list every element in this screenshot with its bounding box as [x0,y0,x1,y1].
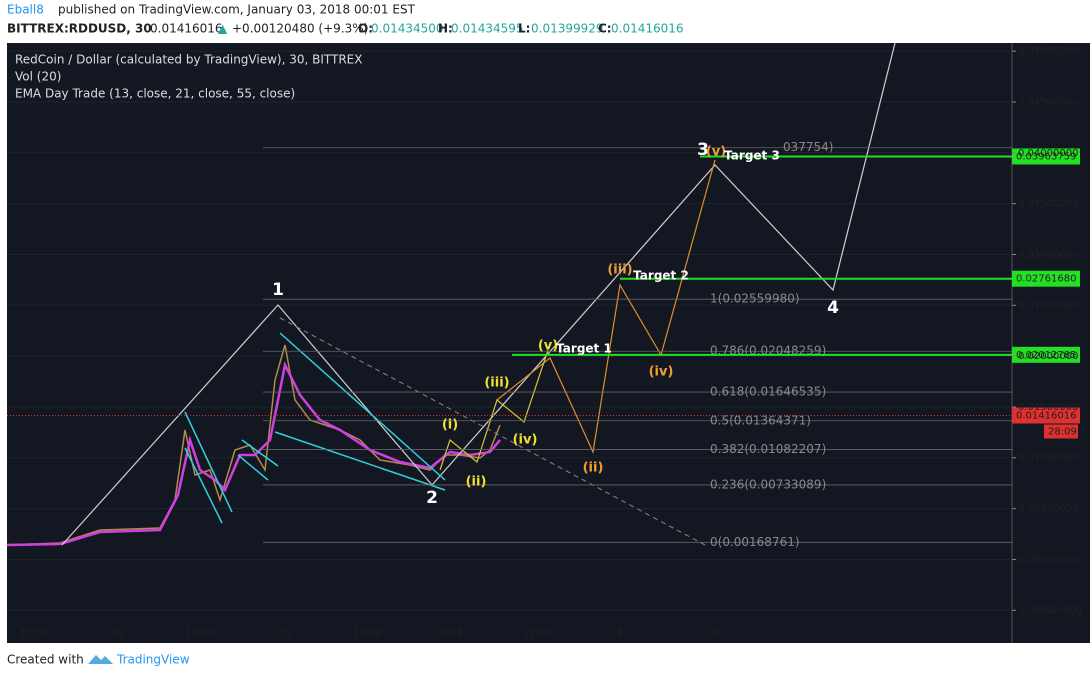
y-tick-label: 0.05000000 [1018,46,1078,57]
wave-label: Target 3 [724,149,780,163]
current-tag [1012,407,1080,424]
arrow: ▲ [218,22,228,36]
wave-orange [496,159,716,455]
y-tick-label: 0.00500000 [1018,504,1078,515]
y-tick-label: 0.03000000 [1018,249,1078,260]
wave-label: (ii) [466,475,487,490]
wave-label: (v) [706,145,726,160]
ema-line [6,361,501,547]
ohlc-value: 0.01416016 [611,22,684,36]
ohlc-key: O: [358,22,373,36]
price-axis [1012,43,1090,623]
ohlc-key: H: [438,22,453,36]
ohlc-value: 0.01399929 [531,22,604,36]
wave-label: 2 [426,488,438,508]
logo [88,655,113,664]
wave-label: (iv) [649,365,674,380]
plot [6,42,1012,611]
target-tag [1012,270,1080,287]
target-value: 0.03963759 [1016,151,1076,162]
wedges [184,332,446,524]
x-tick-label: 12:00 [353,628,382,639]
target-tag [1012,148,1080,165]
wave-label: Target 1 [556,342,612,356]
time-axis [7,623,1090,643]
x-tick-label: 12:00 [20,628,49,639]
target-value: 0.02012785 [1016,350,1076,361]
chart-area [7,43,1012,623]
footer-brand[interactable]: TradingView [116,653,190,667]
wave-label: (v) [538,339,558,354]
y-tick-label: 0.02500000 [1018,300,1078,311]
wave-label: (iv) [513,433,538,448]
ohlc-key: C: [598,22,612,36]
y-tick-label: 0.03500000 [1018,199,1078,210]
wave-label: Target 2 [633,269,689,283]
change: +0.00120480 (+9.3%) [232,22,368,36]
ohlc-value: 0.01434595 [451,22,524,36]
x-tick-label: 12:00 [523,628,552,639]
wave-label: (iii) [607,263,632,278]
publisher[interactable]: Eball8 [7,3,44,17]
y-tick-label: 0.02000000 [1018,351,1078,362]
ohlc-key: L: [518,22,530,36]
wave-label: (ii) [583,461,604,476]
x-tick-label: 18 [111,628,124,639]
fib-label: 0(0.00168761) [710,535,800,549]
current-value: 0.01416016 [1016,410,1076,421]
ohlc-value: 0.01434500 [371,22,444,36]
wave-label: (i) [442,418,458,433]
y-tick-label: 0.00000000 [1018,554,1078,565]
fib-label: 0.5(0.01364371) [710,413,811,427]
y-tick-label: 0.04500000 [1018,97,1078,108]
fib-label: 1(0.02559980) [710,292,800,306]
x-tick-label: 25 [278,628,291,639]
published: published on TradingView.com, January 03… [58,3,416,17]
y-tick-label: 0.01500000 [1018,402,1078,413]
y-tick-label: 0.04000000 [1018,148,1078,159]
target-value: 0.02761680 [1016,274,1076,285]
fib-label: 037754) [783,140,834,154]
wave-label: 4 [827,298,839,318]
legend-ema: EMA Day Trade (13, close, 21, close, 55,… [15,87,295,101]
wave-yellow [439,349,549,471]
countdown-tag [1044,424,1078,439]
countdown: 28:09 [1048,426,1077,437]
wave-label: (iii) [484,376,509,391]
fib-label: 0.382(0.01082207) [710,442,826,456]
symbol: BITTREX:RDDUSD, 30 [7,22,152,36]
x-tick-label: 12 [709,628,722,639]
x-tick-label: 12:00 [186,628,215,639]
x-tick-label: 2018 [438,628,463,639]
y-tick-label: -0.00500000 [1018,605,1082,616]
last: 0.01416016 [150,22,223,36]
legend-title: RedCoin / Dollar (calculated by TradingV… [15,53,362,67]
fib-label: 0.236(0.00733089) [710,477,826,491]
wave-major [61,42,896,546]
x-tick-label: 8 [617,628,623,639]
target-tag [1012,346,1080,363]
overlay: 037754)1(0.02559980)0.786(0.02048259)0.6… [7,140,1080,549]
y-tick-label: 0.01000000 [1018,453,1078,464]
wave-label: 3 [697,140,709,160]
legend-vol: Vol (20) [15,70,61,84]
footer-created: Created with [7,653,84,667]
wave-label: 1 [272,280,284,300]
fib-label: 0.618(0.01646535) [710,385,826,399]
